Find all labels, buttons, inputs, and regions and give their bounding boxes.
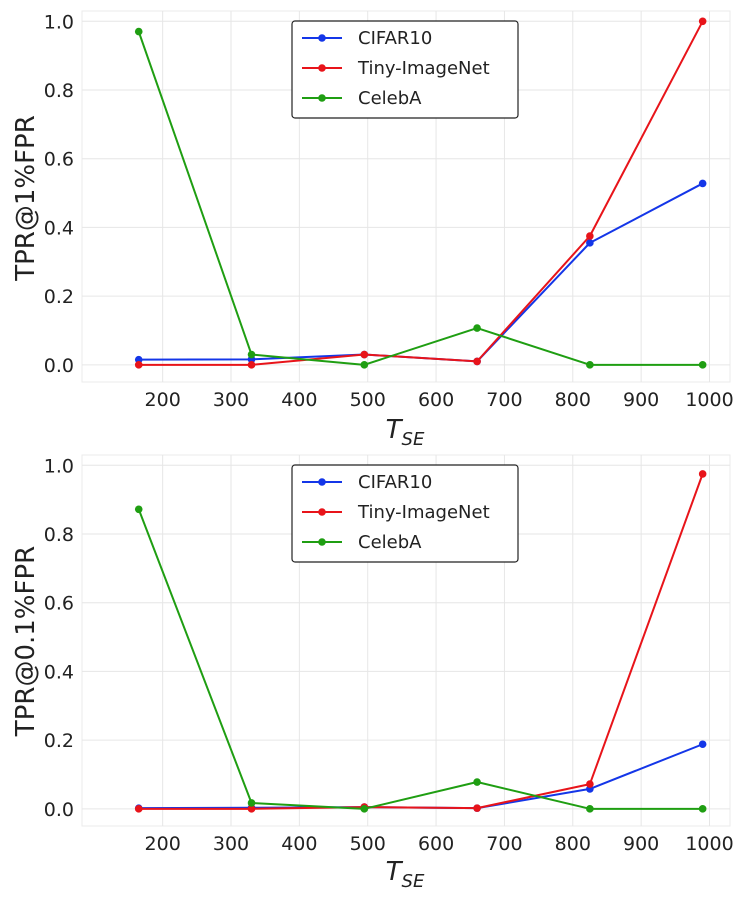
data-point-celeba — [134, 505, 143, 514]
legend-box — [291, 20, 519, 119]
data-point-tiny-imagenet — [134, 361, 143, 369]
x-tick-label: 600 — [418, 389, 454, 411]
data-point-tiny-imagenet — [698, 17, 707, 26]
legend-label-celeba: CelebA — [358, 88, 422, 109]
y-tick-label: 0.6 — [44, 149, 74, 171]
data-point-celeba — [473, 324, 481, 332]
legend-marker-cifar10 — [318, 478, 326, 486]
legend-entry-tiny-imagenet: Tiny-ImageNet — [302, 502, 490, 523]
legend-marker-tiny-imagenet — [318, 508, 326, 516]
data-point-tiny-imagenet — [247, 361, 256, 369]
y-tick-label: 0.6 — [44, 593, 74, 615]
legend: CIFAR10 Tiny-ImageNet CelebA — [291, 20, 519, 119]
legend-entry-cifar10: CIFAR10 — [302, 472, 432, 493]
y-tick-label: 0.2 — [44, 286, 74, 308]
legend-entry-celeba: CelebA — [302, 532, 422, 553]
y-axis-label: TPR@1%FPR — [11, 115, 41, 282]
legend-label-celeba: CelebA — [358, 532, 422, 553]
data-point-celeba — [247, 799, 256, 807]
x-tick-label: 500 — [350, 389, 386, 411]
chart-panel-tpr-0-1pct: TPR@0.1%FPR TSE CIFAR10 Tiny-ImageNet Ce… — [11, 454, 734, 892]
data-point-cifar10 — [698, 179, 707, 188]
legend-entry-tiny-imagenet: Tiny-ImageNet — [302, 58, 490, 79]
y-tick-label: 0.0 — [44, 355, 74, 377]
data-point-tiny-imagenet — [134, 805, 143, 813]
y-tick-label: 0.0 — [44, 799, 74, 821]
data-point-celeba — [360, 805, 369, 813]
chart-panel-tpr-1pct: TPR@1%FPR TSE CIFAR10 Tiny-ImageNet Cele… — [11, 10, 734, 450]
data-point-tiny-imagenet — [473, 357, 481, 366]
data-point-celeba — [360, 361, 369, 369]
x-tick-label: 700 — [486, 389, 522, 411]
data-point-celeba — [698, 361, 707, 369]
legend-entry-celeba: CelebA — [302, 88, 422, 109]
data-point-cifar10 — [698, 740, 707, 749]
data-point-celeba — [586, 805, 594, 813]
series-line-celeba — [137, 31, 703, 366]
y-tick-label: 0.2 — [44, 730, 74, 752]
legend-box — [291, 464, 519, 563]
y-tick-label: 0.8 — [44, 80, 74, 102]
x-tick-label: 400 — [281, 389, 317, 411]
x-tick-label: 300 — [213, 833, 249, 855]
y-tick-label: 0.4 — [44, 661, 74, 683]
legend-marker-cifar10 — [318, 34, 326, 42]
data-point-celeba — [247, 350, 256, 359]
series-line-celeba — [137, 508, 703, 810]
data-point-celeba — [473, 778, 481, 786]
x-tick-label: 200 — [145, 833, 181, 855]
data-point-celeba — [134, 27, 143, 36]
legend-label-tiny-imagenet: Tiny-ImageNet — [357, 502, 490, 523]
x-tick-label: 500 — [350, 833, 386, 855]
x-tick-label: 1000 — [685, 389, 733, 411]
data-point-celeba — [698, 805, 707, 813]
y-tick-label: 0.8 — [44, 524, 74, 546]
x-tick-label: 700 — [486, 833, 522, 855]
x-tick-label: 900 — [623, 389, 659, 411]
x-tick-label: 800 — [555, 389, 591, 411]
x-tick-label: 300 — [213, 389, 249, 411]
y-tick-label: 1.0 — [44, 11, 74, 33]
series-line-tiny-imagenet — [138, 473, 704, 810]
legend-label-cifar10: CIFAR10 — [358, 28, 432, 49]
data-point-tiny-imagenet — [360, 350, 369, 359]
data-point-tiny-imagenet — [586, 232, 594, 240]
data-point-tiny-imagenet — [473, 804, 481, 812]
x-axis-label: TSE — [386, 857, 425, 892]
x-tick-label: 1000 — [685, 833, 733, 855]
legend-label-cifar10: CIFAR10 — [358, 472, 432, 493]
data-point-celeba — [586, 361, 594, 369]
legend-marker-tiny-imagenet — [318, 64, 326, 72]
legend-entry-cifar10: CIFAR10 — [302, 28, 432, 49]
legend: CIFAR10 Tiny-ImageNet CelebA — [291, 464, 519, 563]
x-tick-label: 600 — [418, 833, 454, 855]
data-point-tiny-imagenet — [247, 805, 256, 813]
x-axis-label: TSE — [386, 415, 425, 450]
data-point-tiny-imagenet — [698, 470, 707, 478]
y-tick-label: 1.0 — [44, 455, 74, 477]
series-line-tiny-imagenet — [138, 20, 704, 366]
x-tick-label: 400 — [281, 833, 317, 855]
data-point-cifar10 — [586, 239, 594, 247]
data-point-tiny-imagenet — [586, 780, 594, 788]
legend-marker-celeba — [318, 538, 326, 546]
legend-marker-celeba — [318, 94, 326, 102]
x-tick-label: 800 — [555, 833, 591, 855]
x-tick-label: 200 — [145, 389, 181, 411]
x-tick-label: 900 — [623, 833, 659, 855]
legend-label-tiny-imagenet: Tiny-ImageNet — [357, 58, 490, 79]
y-axis-label: TPR@0.1%FPR — [11, 546, 41, 737]
y-tick-label: 0.4 — [44, 217, 74, 239]
